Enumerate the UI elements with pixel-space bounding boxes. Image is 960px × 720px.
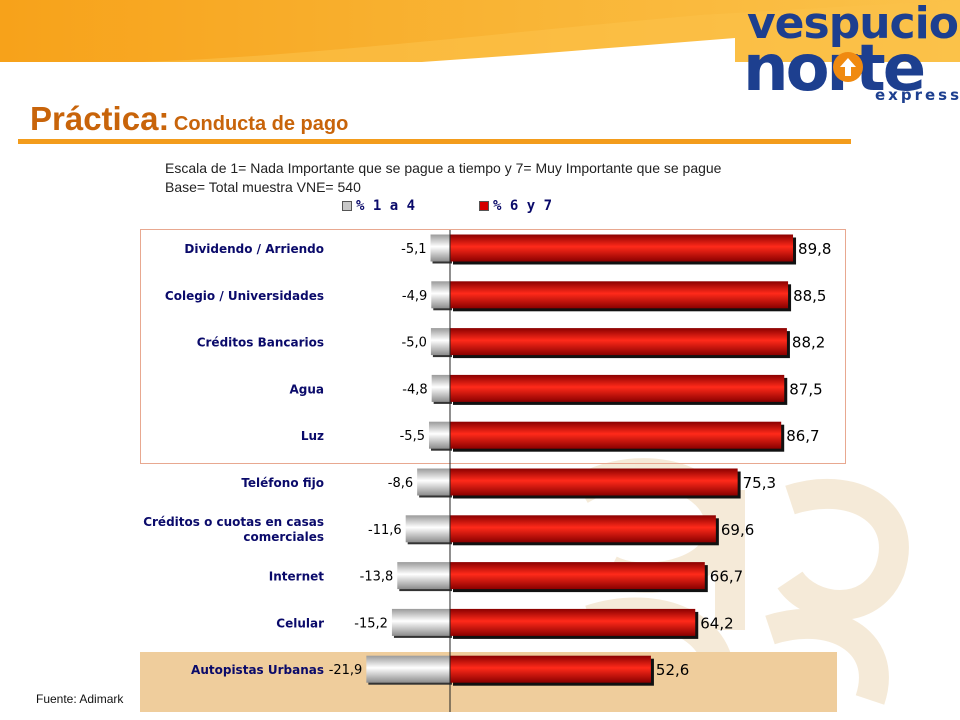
category-label: Internet bbox=[269, 570, 324, 584]
category-label: Celular bbox=[276, 616, 324, 630]
category-label: Autopistas Urbanas bbox=[191, 663, 324, 677]
data-label-negative: -4,9 bbox=[402, 289, 427, 304]
up-arrow-icon bbox=[833, 52, 863, 82]
category-label-line: Teléfono fijo bbox=[241, 476, 324, 490]
category-label: Luz bbox=[301, 429, 324, 443]
data-label-negative: -13,8 bbox=[360, 570, 394, 585]
scale-note: Escala de 1= Nada Importante que se pagu… bbox=[165, 160, 722, 176]
brand-logo: vespucio norte express bbox=[735, 0, 960, 112]
bar-positive bbox=[450, 234, 794, 262]
chart-notes: Escala de 1= Nada Importante que se pagu… bbox=[165, 159, 721, 197]
header-swoosh bbox=[0, 0, 960, 76]
category-label: Agua bbox=[289, 382, 324, 396]
bar-positive bbox=[450, 562, 705, 590]
category-label-line: Luz bbox=[301, 429, 324, 443]
page-title: Práctica: Conducta de pago bbox=[30, 100, 348, 138]
bar-positive bbox=[450, 608, 696, 636]
data-label-negative: -4,8 bbox=[402, 382, 427, 397]
bar-negative bbox=[391, 608, 450, 636]
data-label-positive: 87,5 bbox=[789, 380, 822, 398]
bar-positive bbox=[450, 328, 787, 356]
category-label-line: Colegio / Universidades bbox=[165, 289, 324, 303]
data-label-positive: 64,2 bbox=[700, 614, 733, 632]
category-label: Teléfono fijo bbox=[241, 476, 324, 490]
logo-text-top: vespucio bbox=[747, 0, 959, 49]
bar-positive bbox=[450, 374, 785, 402]
legend-item-1: % 1 a 4 bbox=[342, 198, 415, 214]
data-label-positive: 66,7 bbox=[710, 568, 743, 586]
legend-label-1: % 1 a 4 bbox=[356, 198, 416, 214]
data-label-positive: 88,5 bbox=[793, 287, 826, 305]
legend-label-2: % 6 y 7 bbox=[493, 198, 553, 214]
bar-positive bbox=[450, 281, 789, 309]
data-label-positive: 86,7 bbox=[786, 427, 819, 445]
data-label-positive: 75,3 bbox=[743, 474, 776, 492]
legend-swatch-grey bbox=[342, 201, 352, 211]
category-label: Colegio / Universidades bbox=[165, 289, 324, 303]
bar-positive bbox=[450, 655, 651, 683]
data-label-negative: -5,0 bbox=[402, 336, 427, 351]
data-label-negative: -5,5 bbox=[400, 429, 425, 444]
bar-negative bbox=[431, 374, 450, 402]
source-note: Fuente: Adimark bbox=[36, 692, 124, 706]
bar-positive bbox=[450, 515, 716, 543]
legend-swatch-red bbox=[479, 201, 489, 211]
category-label: Créditos Bancarios bbox=[197, 336, 324, 350]
category-label-line: comerciales bbox=[243, 530, 324, 544]
category-label-line: Dividendo / Arriendo bbox=[184, 242, 324, 256]
bar-negative bbox=[397, 562, 450, 590]
data-label-negative: -21,9 bbox=[329, 663, 363, 678]
category-label-line: Internet bbox=[269, 570, 324, 584]
category-label-line: Créditos Bancarios bbox=[197, 336, 324, 350]
bar-positive bbox=[450, 421, 782, 449]
bar-positive bbox=[450, 468, 738, 496]
category-label-line: Celular bbox=[276, 616, 324, 630]
title-main: Práctica: bbox=[30, 100, 170, 137]
bar-negative bbox=[417, 468, 450, 496]
category-label-line: Créditos o cuotas en casas bbox=[143, 515, 324, 529]
bar-negative bbox=[430, 234, 450, 262]
top-five-frame bbox=[140, 229, 846, 464]
data-label-positive: 52,6 bbox=[656, 661, 689, 679]
bar-negative bbox=[366, 655, 450, 683]
bar-negative bbox=[405, 515, 450, 543]
bar-negative bbox=[431, 281, 450, 309]
data-label-negative: -8,6 bbox=[388, 476, 413, 491]
data-label-negative: -5,1 bbox=[401, 242, 426, 257]
category-label-line: Autopistas Urbanas bbox=[191, 663, 324, 677]
title-sub: Conducta de pago bbox=[173, 113, 349, 135]
data-label-negative: -15,2 bbox=[354, 616, 388, 631]
bar-negative bbox=[428, 421, 450, 449]
bar-negative bbox=[430, 328, 450, 356]
data-label-positive: 89,8 bbox=[798, 240, 831, 258]
title-underline bbox=[18, 139, 851, 144]
category-label: Créditos o cuotas en casas comerciales bbox=[143, 515, 324, 544]
legend-item-2: % 6 y 7 bbox=[479, 198, 552, 214]
category-label: Dividendo / Arriendo bbox=[184, 242, 324, 256]
base-note: Base= Total muestra VNE= 540 bbox=[165, 179, 361, 195]
data-label-positive: 69,6 bbox=[721, 521, 754, 539]
category-label-line: Agua bbox=[289, 382, 324, 396]
logo-text-sub: express bbox=[875, 86, 960, 104]
data-label-negative: -11,6 bbox=[368, 523, 402, 538]
data-label-positive: 88,2 bbox=[792, 334, 825, 352]
